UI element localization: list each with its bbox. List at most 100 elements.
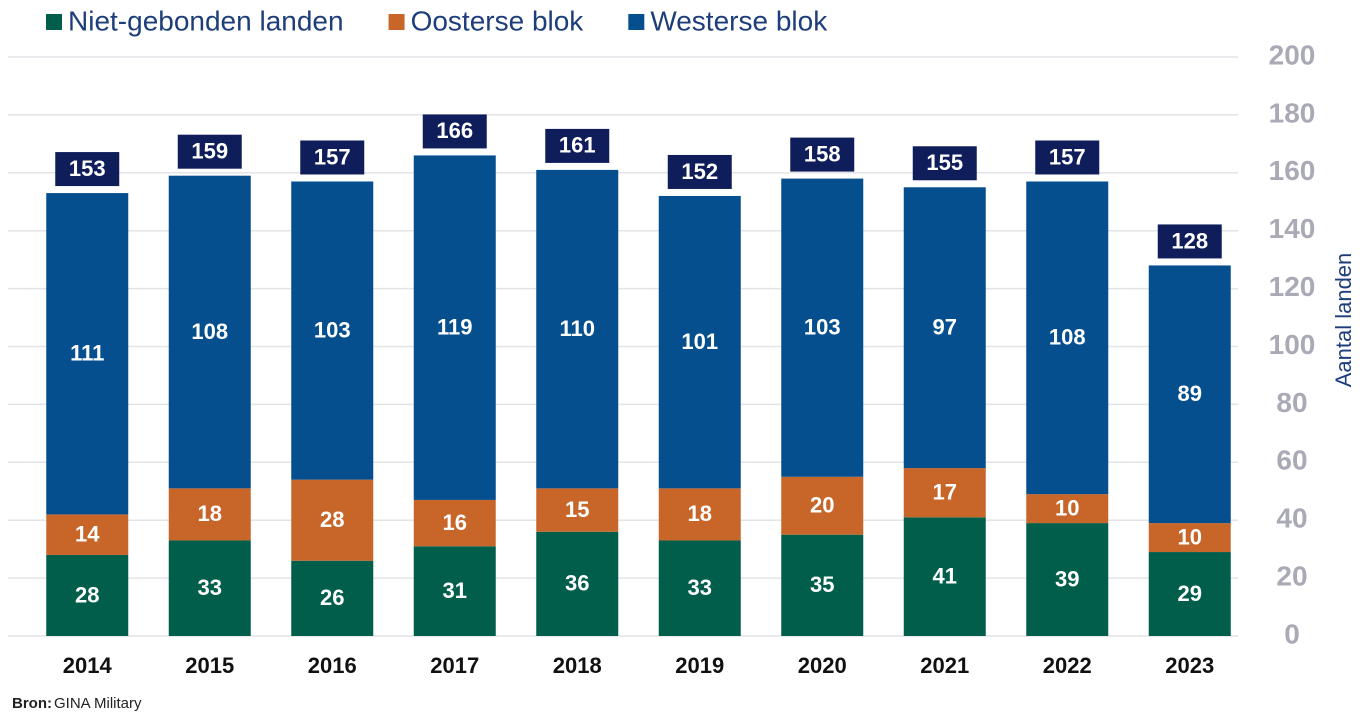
value-label: 28 [75, 582, 99, 607]
value-label: 89 [1178, 381, 1202, 406]
total-label: 128 [1171, 228, 1208, 253]
bar-segment [1026, 494, 1109, 524]
value-label: 97 [933, 314, 957, 339]
bar-segment [903, 517, 986, 636]
value-label: 16 [443, 510, 467, 535]
value-label: 33 [688, 575, 712, 600]
value-label: 108 [1049, 325, 1086, 350]
bar-segment [46, 554, 129, 636]
bar-segment [413, 546, 496, 636]
bar-segment [1148, 265, 1231, 524]
value-label: 29 [1178, 581, 1202, 606]
bar-segment [291, 479, 374, 561]
y-tick-label: 20 [1276, 560, 1307, 591]
total-box [667, 154, 732, 189]
bar-segment [781, 476, 864, 535]
source: Bron: GINA Military [12, 695, 142, 712]
source-text: GINA Military [54, 695, 142, 712]
y-tick-label: 160 [1269, 155, 1316, 186]
total-label: 158 [804, 141, 841, 166]
bar-segment [168, 488, 251, 541]
total-box [422, 114, 487, 149]
value-label: 18 [198, 501, 222, 526]
legend-label: Oosterse blok [411, 5, 585, 36]
value-label: 18 [688, 501, 712, 526]
bar-segment [46, 193, 129, 515]
value-label: 103 [804, 314, 841, 339]
value-label: 119 [437, 314, 473, 339]
value-label: 33 [198, 575, 222, 600]
bar-segment [536, 531, 619, 636]
x-tick-label: 2021 [920, 653, 969, 678]
total-box [545, 128, 610, 163]
value-label: 10 [1055, 495, 1079, 520]
x-tick-label: 2019 [675, 653, 724, 678]
x-tick-label: 2023 [1165, 653, 1214, 678]
total-box [790, 137, 855, 172]
total-label: 161 [559, 133, 596, 158]
legend-swatch [46, 14, 62, 30]
y-tick-label: 80 [1276, 387, 1307, 418]
value-label: 31 [443, 578, 467, 603]
value-label: 110 [560, 316, 596, 341]
value-label: 35 [810, 572, 834, 597]
x-tick-label: 2014 [63, 653, 113, 678]
bar-segment [168, 175, 251, 489]
bar-segment [291, 560, 374, 636]
legend-label: Westerse blok [650, 5, 828, 36]
bar-segment [1026, 181, 1109, 495]
total-box [1035, 140, 1100, 175]
bar-segment [1148, 523, 1231, 553]
bar-segment [1148, 552, 1231, 636]
value-label: 108 [191, 319, 228, 344]
bar-segment [46, 514, 129, 555]
bar-segment [658, 540, 741, 636]
bar-segment [903, 187, 986, 469]
y-tick-label: 60 [1276, 445, 1307, 476]
legend-swatch [388, 14, 405, 30]
bar-segment [903, 468, 986, 518]
total-label: 157 [1049, 144, 1086, 169]
x-tick-label: 2017 [430, 653, 479, 678]
value-label: 15 [565, 497, 589, 522]
total-label: 155 [926, 150, 963, 175]
x-tick-label: 2018 [553, 653, 602, 678]
bar-segment [291, 181, 374, 480]
value-label: 17 [933, 480, 957, 505]
value-label: 39 [1055, 566, 1079, 591]
legend-swatch [628, 14, 645, 30]
x-tick-label: 2020 [798, 653, 847, 678]
y-tick-label: 140 [1269, 213, 1316, 244]
value-label: 111 [70, 341, 104, 366]
value-label: 14 [75, 521, 100, 546]
bar-segment [781, 534, 864, 636]
y-axis-label: Aantal landen [1331, 253, 1356, 388]
x-tick-label: 2016 [308, 653, 357, 678]
bar-segment [658, 195, 741, 489]
total-label: 166 [436, 118, 473, 143]
value-label: 28 [320, 507, 344, 532]
y-tick-label: 100 [1269, 329, 1316, 360]
total-label: 152 [681, 159, 718, 184]
y-tick-label: 200 [1269, 39, 1316, 70]
total-box [177, 134, 242, 169]
total-box [1157, 224, 1222, 259]
total-box [300, 140, 365, 175]
bar-segment [413, 155, 496, 500]
y-tick-label: 40 [1276, 503, 1307, 534]
x-tick-label: 2022 [1043, 653, 1092, 678]
y-tick-label: 120 [1269, 271, 1316, 302]
bar-segment [536, 488, 619, 532]
x-tick-label: 2015 [185, 653, 234, 678]
total-label: 159 [191, 139, 228, 164]
bar-segment [413, 499, 496, 547]
total-label: 153 [69, 156, 106, 181]
bar-segment [536, 169, 619, 489]
value-label: 26 [320, 585, 344, 610]
value-label: 36 [565, 571, 589, 596]
value-label: 103 [314, 317, 351, 342]
value-label: 20 [810, 493, 834, 518]
total-label: 157 [314, 144, 351, 169]
y-tick-label: 0 [1284, 618, 1300, 649]
